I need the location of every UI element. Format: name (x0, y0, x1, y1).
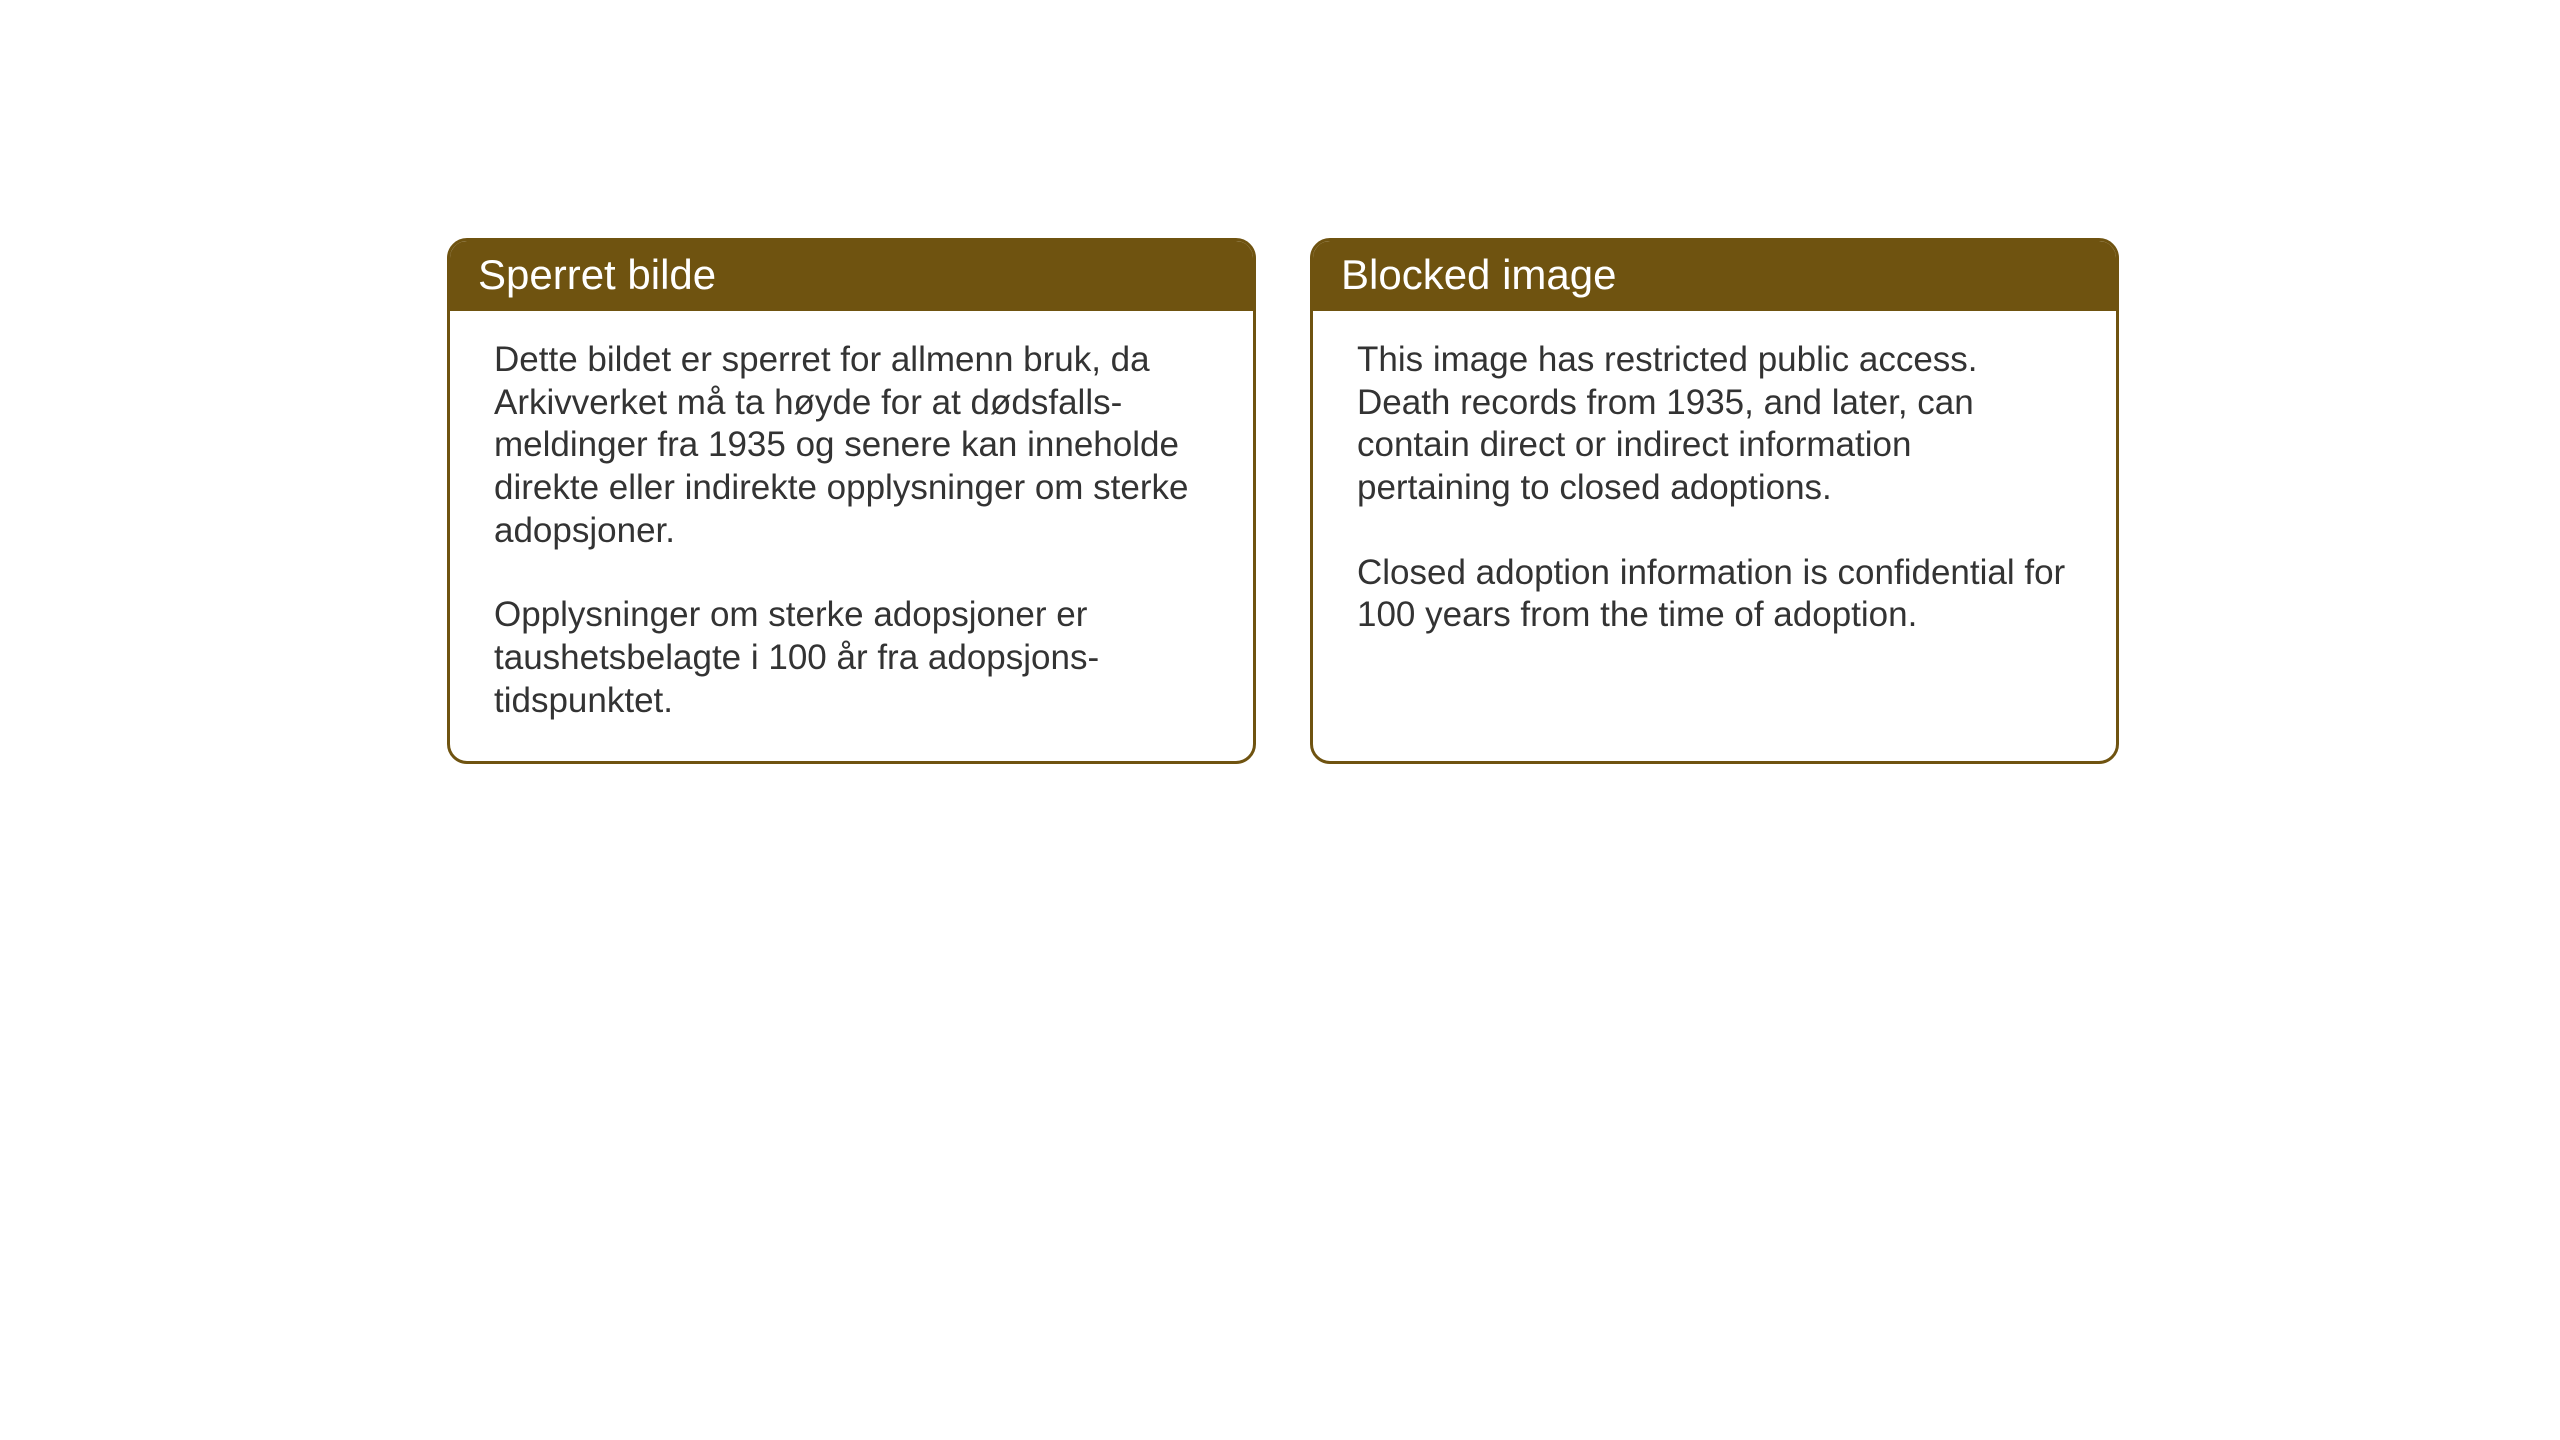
card-body-english: This image has restricted public access.… (1313, 311, 2116, 675)
card-title-english: Blocked image (1341, 251, 1616, 298)
card-header-norwegian: Sperret bilde (450, 241, 1253, 311)
card-header-english: Blocked image (1313, 241, 2116, 311)
notice-card-english: Blocked image This image has restricted … (1310, 238, 2119, 764)
card-paragraph-2-norwegian: Opplysninger om sterke adopsjoner er tau… (494, 594, 1209, 722)
notice-cards-container: Sperret bilde Dette bildet er sperret fo… (447, 238, 2119, 764)
card-text-english: This image has restricted public access.… (1357, 339, 2072, 637)
card-text-norwegian: Dette bildet er sperret for allmenn bruk… (494, 339, 1209, 723)
notice-card-norwegian: Sperret bilde Dette bildet er sperret fo… (447, 238, 1256, 764)
card-paragraph-1-english: This image has restricted public access.… (1357, 339, 2072, 510)
card-title-norwegian: Sperret bilde (478, 251, 716, 298)
card-body-norwegian: Dette bildet er sperret for allmenn bruk… (450, 311, 1253, 761)
card-paragraph-1-norwegian: Dette bildet er sperret for allmenn bruk… (494, 339, 1209, 552)
card-paragraph-2-english: Closed adoption information is confident… (1357, 552, 2072, 637)
